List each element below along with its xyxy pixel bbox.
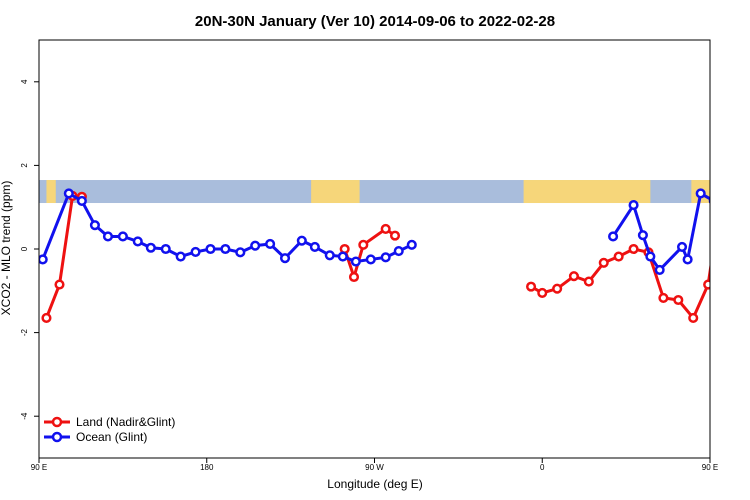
- data-point: [350, 256, 361, 267]
- y-axis-label: XCO2 - MLO trend (ppm): [0, 181, 13, 316]
- data-point: [380, 223, 391, 234]
- data-point: [568, 271, 579, 282]
- data-point: [682, 254, 693, 265]
- data-point: [102, 231, 114, 242]
- map-land: [311, 180, 360, 204]
- data-point: [738, 233, 746, 241]
- data-point: [389, 230, 401, 241]
- series-layer: [39, 188, 746, 324]
- data-point: [628, 243, 639, 255]
- data-point: [89, 220, 100, 231]
- data-point: [39, 254, 48, 265]
- data-point: [537, 287, 548, 298]
- data-point: [132, 236, 143, 247]
- data-point: [645, 251, 656, 262]
- data-point: [365, 254, 376, 265]
- data-point: [393, 246, 404, 257]
- data-point: [723, 221, 731, 229]
- y-tick-label: -4: [20, 412, 29, 420]
- series-line: [530, 247, 710, 320]
- data-point: [637, 230, 648, 241]
- legend: Land (Nadir&Glint) Ocean (Glint): [44, 415, 175, 444]
- data-point: [175, 251, 186, 262]
- data-point: [628, 200, 639, 211]
- legend-land-label: Land (Nadir&Glint): [76, 415, 175, 429]
- data-point: [337, 251, 348, 262]
- data-point: [160, 243, 171, 255]
- world-map-band: [39, 180, 710, 204]
- x-tick-label: 90 E: [31, 463, 47, 472]
- y-tick-label: 0: [20, 246, 29, 251]
- data-point: [598, 257, 609, 268]
- y-axis: -4 -2 0 2 4: [20, 79, 39, 420]
- data-point: [703, 279, 710, 290]
- data-point: [190, 246, 201, 257]
- data-point: [613, 251, 624, 262]
- data-point: [688, 312, 699, 324]
- data-point: [117, 231, 128, 242]
- map-land: [46, 180, 56, 204]
- data-point: [324, 250, 335, 261]
- data-point: [673, 294, 684, 306]
- data-point: [279, 253, 291, 264]
- data-point: [727, 193, 735, 201]
- x-axis-label: Longitude (deg E): [327, 477, 422, 491]
- y-tick-label: -2: [20, 328, 29, 336]
- series-1: [39, 188, 746, 275]
- data-point: [63, 188, 74, 199]
- x-tick-label: 90 W: [365, 463, 384, 472]
- map-land: [523, 180, 651, 204]
- x-tick-label: 0: [540, 463, 545, 472]
- plot-frame: [38, 39, 711, 459]
- data-point: [348, 271, 360, 283]
- y-tick-label: 2: [20, 163, 29, 168]
- series-line: [45, 194, 83, 319]
- data-point: [695, 188, 706, 199]
- legend-ocean-label: Ocean (Glint): [76, 430, 147, 444]
- data-point: [235, 247, 246, 258]
- chart-title: 20N-30N January (Ver 10) 2014-09-06 to 2…: [195, 13, 555, 30]
- data-point: [406, 239, 417, 250]
- data-point: [608, 231, 619, 242]
- data-point: [309, 241, 320, 252]
- data-point: [552, 283, 563, 294]
- data-point: [654, 264, 665, 275]
- data-point: [358, 239, 369, 250]
- data-point: [250, 240, 261, 251]
- data-point: [380, 252, 391, 263]
- data-point: [205, 243, 216, 255]
- data-point: [583, 276, 594, 287]
- y-tick-label: 4: [20, 79, 29, 84]
- legend-ocean-marker: [51, 431, 63, 443]
- data-point: [145, 242, 156, 253]
- data-point: [76, 195, 87, 206]
- data-point: [296, 235, 307, 246]
- data-point: [708, 197, 710, 205]
- x-tick-label: 180: [200, 463, 214, 472]
- x-tick-label: 90 E: [702, 463, 718, 472]
- data-point: [220, 243, 231, 255]
- legend-land-marker: [51, 416, 63, 428]
- data-point: [41, 312, 52, 324]
- data-point: [658, 292, 669, 303]
- data-point: [717, 192, 725, 200]
- data-point: [265, 238, 276, 250]
- data-point: [526, 281, 537, 292]
- data-point: [54, 279, 65, 290]
- data-point: [676, 241, 688, 252]
